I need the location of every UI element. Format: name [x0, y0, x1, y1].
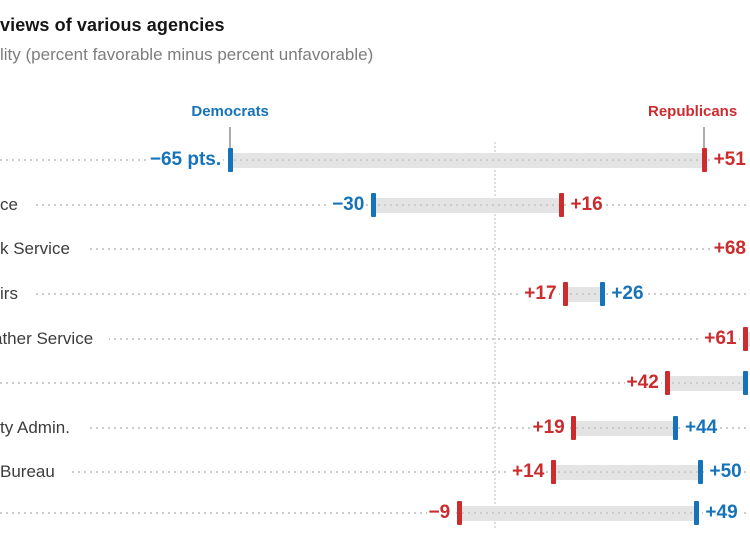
- republican-tick: [456, 501, 462, 525]
- republican-tick: [665, 371, 671, 395]
- agency-label: irs: [0, 283, 34, 305]
- republican-value-label: +17: [522, 282, 559, 306]
- republicans-header-tick: [702, 127, 705, 148]
- agency-label: ce: [0, 194, 34, 216]
- row-leader-dots: [0, 293, 750, 295]
- democrat-tick: [599, 282, 605, 306]
- row-leader-dots: [0, 159, 750, 161]
- democrat-value-label: +50: [707, 460, 744, 484]
- row-leader-dots: [0, 471, 750, 473]
- democrats-column-header: Democrats: [191, 103, 269, 120]
- row-leader-dots: [0, 512, 750, 514]
- agency-label: ather Service: [0, 328, 110, 350]
- democrat-tick: [227, 148, 233, 172]
- republican-value-label: +16: [568, 193, 605, 217]
- republican-value-label: +61: [702, 327, 739, 351]
- row-leader-dots: [0, 427, 750, 429]
- democrat-tick: [698, 460, 703, 484]
- republican-value-label: +51: [711, 148, 748, 172]
- democrat-tick: [693, 501, 699, 525]
- zero-gridline: [494, 142, 496, 528]
- republican-value-label: −9: [426, 501, 453, 525]
- democrat-value-label: +44: [682, 416, 720, 440]
- agency-label: k Service: [0, 238, 86, 260]
- republican-value-label: +68: [711, 237, 748, 261]
- republicans-column-header: Republicans: [648, 103, 738, 120]
- republican-tick: [571, 416, 577, 440]
- chart-subtitle: lity (percent favorable minus percent un…: [0, 45, 374, 64]
- democrats-header-tick: [229, 127, 232, 148]
- agency-label: ty Admin.: [0, 417, 86, 439]
- democrat-tick: [742, 371, 748, 395]
- row-leader-dots: [0, 248, 750, 250]
- republican-value-label: +42: [624, 371, 661, 395]
- republican-value-label: +19: [530, 416, 567, 440]
- republican-tick: [558, 193, 564, 217]
- agency-label: Bureau: [0, 461, 71, 483]
- republican-tick: [563, 282, 569, 306]
- republican-tick: [550, 460, 556, 484]
- republican-value-label: +14: [510, 460, 547, 484]
- row-leader-dots: [0, 338, 750, 340]
- democrat-value-label: −30: [330, 193, 367, 217]
- democrat-value-label: +49: [703, 501, 740, 525]
- democrat-tick: [370, 193, 376, 217]
- row-leader-dots: [0, 382, 750, 384]
- democrat-value-label: −65 pts.: [147, 148, 224, 172]
- republican-tick: [742, 327, 748, 351]
- democrat-tick: [673, 416, 679, 440]
- republican-tick: [702, 148, 708, 172]
- democrat-value-label: +26: [609, 282, 646, 306]
- chart-title: views of various agencies: [0, 15, 225, 35]
